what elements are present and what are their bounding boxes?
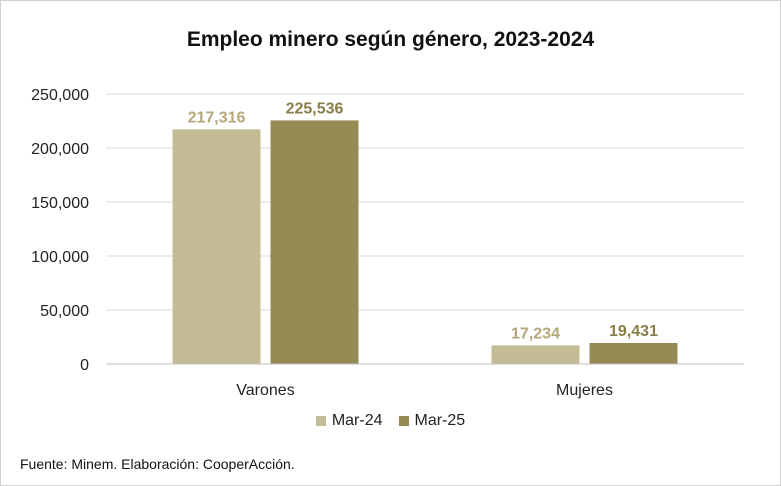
y-tick-label: 0 bbox=[80, 357, 89, 374]
y-axis: 0 50,000 100,000 150,000 200,000 250,000 bbox=[31, 87, 89, 374]
bars bbox=[172, 120, 678, 365]
legend-label-mar-25: Mar-25 bbox=[414, 412, 466, 429]
y-tick-label: 200,000 bbox=[31, 141, 89, 158]
y-tick-label: 150,000 bbox=[31, 195, 89, 212]
data-label: 17,234 bbox=[511, 325, 560, 342]
legend-item-mar-25: Mar-25 bbox=[398, 412, 466, 430]
source-note: Fuente: Minem. Elaboración: CooperAcción… bbox=[20, 456, 295, 472]
bar-mujeres-mar-24 bbox=[491, 345, 580, 364]
data-label: 217,316 bbox=[188, 109, 246, 126]
y-tick-label: 50,000 bbox=[40, 303, 89, 320]
bar-varones-mar-25 bbox=[270, 120, 359, 365]
y-tick-label: 250,000 bbox=[31, 87, 89, 104]
y-tick-label: 100,000 bbox=[31, 249, 89, 266]
chart-title: Empleo minero según género, 2023-2024 bbox=[186, 28, 595, 51]
legend-label-mar-24: Mar-24 bbox=[331, 412, 383, 429]
legend-item-mar-24: Mar-24 bbox=[315, 412, 383, 430]
data-labels: 217,316 225,536 17,234 19,431 bbox=[188, 100, 658, 342]
x-tick-label: Mujeres bbox=[556, 382, 613, 399]
legend-swatch-mar-24 bbox=[315, 416, 326, 426]
data-label: 19,431 bbox=[609, 323, 658, 340]
bar-mujeres-mar-25 bbox=[589, 343, 678, 364]
x-tick-label: Varones bbox=[236, 382, 294, 399]
legend-swatch-mar-25 bbox=[398, 416, 409, 426]
bar-varones-mar-24 bbox=[172, 129, 261, 364]
data-label: 225,536 bbox=[286, 100, 344, 117]
x-axis: Varones Mujeres bbox=[106, 363, 744, 399]
legend: Mar-24 Mar-25 bbox=[0, 412, 781, 430]
